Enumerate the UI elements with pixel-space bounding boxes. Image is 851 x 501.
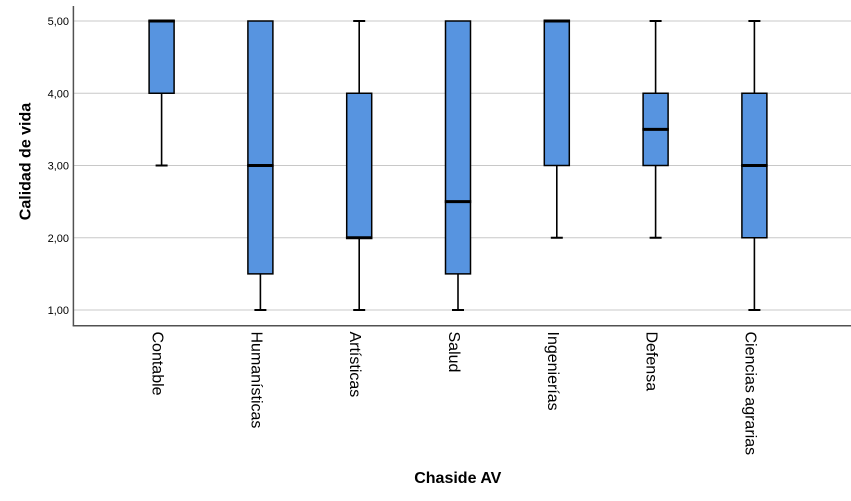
box-group	[247, 20, 274, 311]
box-group	[148, 19, 175, 167]
box-rect	[444, 20, 472, 275]
box-rect	[345, 92, 373, 239]
x-tick-label: Humanísticas	[247, 332, 264, 429]
x-tick-label: Defensa	[643, 332, 660, 392]
box-rect	[247, 20, 274, 275]
box-group	[642, 20, 669, 239]
x-tick-label: Ingenierías	[544, 332, 561, 411]
y-tick-label: 2,00	[48, 233, 69, 245]
y-tick-label: 5,00	[48, 16, 69, 28]
box-group	[345, 20, 373, 311]
box-group	[444, 20, 472, 311]
box-rect	[543, 20, 571, 167]
y-tick-label: 3,00	[48, 161, 69, 173]
x-axis-title: Chaside AV	[414, 470, 501, 487]
x-tick-label: Artísticas	[346, 332, 363, 398]
boxes-group	[148, 19, 768, 311]
axes-group	[72, 6, 851, 327]
x-tick-label: Contable	[149, 332, 166, 396]
box-group	[741, 20, 768, 311]
y-axis-title: Calidad de vida	[17, 103, 34, 220]
y-tick-label: 1,00	[48, 305, 69, 317]
y-tick-label: 4,00	[48, 88, 69, 100]
x-tick-labels-group: Contable Humanísticas Artísticas Salud Ingen…	[149, 332, 759, 456]
box-rect	[148, 20, 175, 94]
box-group	[543, 19, 571, 239]
x-tick-label: Salud	[445, 332, 462, 373]
y-tick-labels-group: 1,00 2,00 3,00 4,00 5,00	[48, 16, 69, 317]
x-tick-label: Ciencias agrarias	[741, 332, 758, 456]
